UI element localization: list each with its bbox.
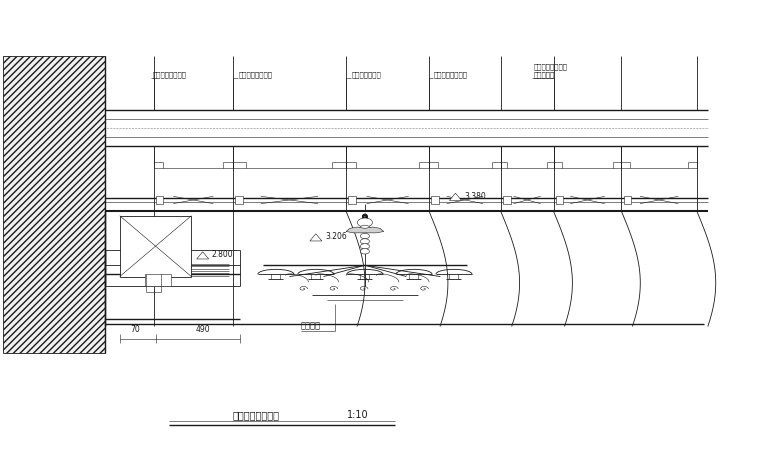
Text: 1:10: 1:10 [347,409,368,419]
Text: 490: 490 [195,324,210,334]
Text: 通高石膏顶线角: 通高石膏顶线角 [352,71,382,78]
Polygon shape [197,252,209,259]
Bar [556,197,563,204]
Bar [624,197,632,204]
Polygon shape [346,228,384,233]
Text: 3.380: 3.380 [464,191,486,200]
Text: 70: 70 [130,324,140,334]
Polygon shape [3,57,105,354]
Text: 3.206: 3.206 [325,232,347,241]
Bar [144,275,171,286]
Polygon shape [449,194,461,201]
Text: 2.800: 2.800 [212,249,233,258]
Text: 欧罗电天花大样图: 欧罗电天花大样图 [232,409,279,419]
Circle shape [360,239,369,245]
Circle shape [360,234,369,239]
Bar [235,197,242,204]
Bar [156,197,163,204]
Bar [120,216,192,277]
Text: 天花骨架龙骨安装: 天花骨架龙骨安装 [152,71,186,78]
Circle shape [357,218,372,228]
Text: 吊黄铜灯: 吊黄铜灯 [301,320,321,329]
Text: 轻钢龙骨规格切口: 轻钢龙骨规格切口 [239,71,273,78]
Bar [348,197,356,204]
Text: 整粒木条涂建筑胶
点击固定框: 整粒木条涂建筑胶 点击固定框 [534,64,567,78]
Text: 高品石膏顶线角口: 高品石膏顶线角口 [433,71,467,78]
Polygon shape [310,234,322,242]
Circle shape [360,244,369,249]
Bar [503,197,511,204]
Circle shape [359,226,370,232]
Bar [432,197,439,204]
Circle shape [360,249,369,254]
